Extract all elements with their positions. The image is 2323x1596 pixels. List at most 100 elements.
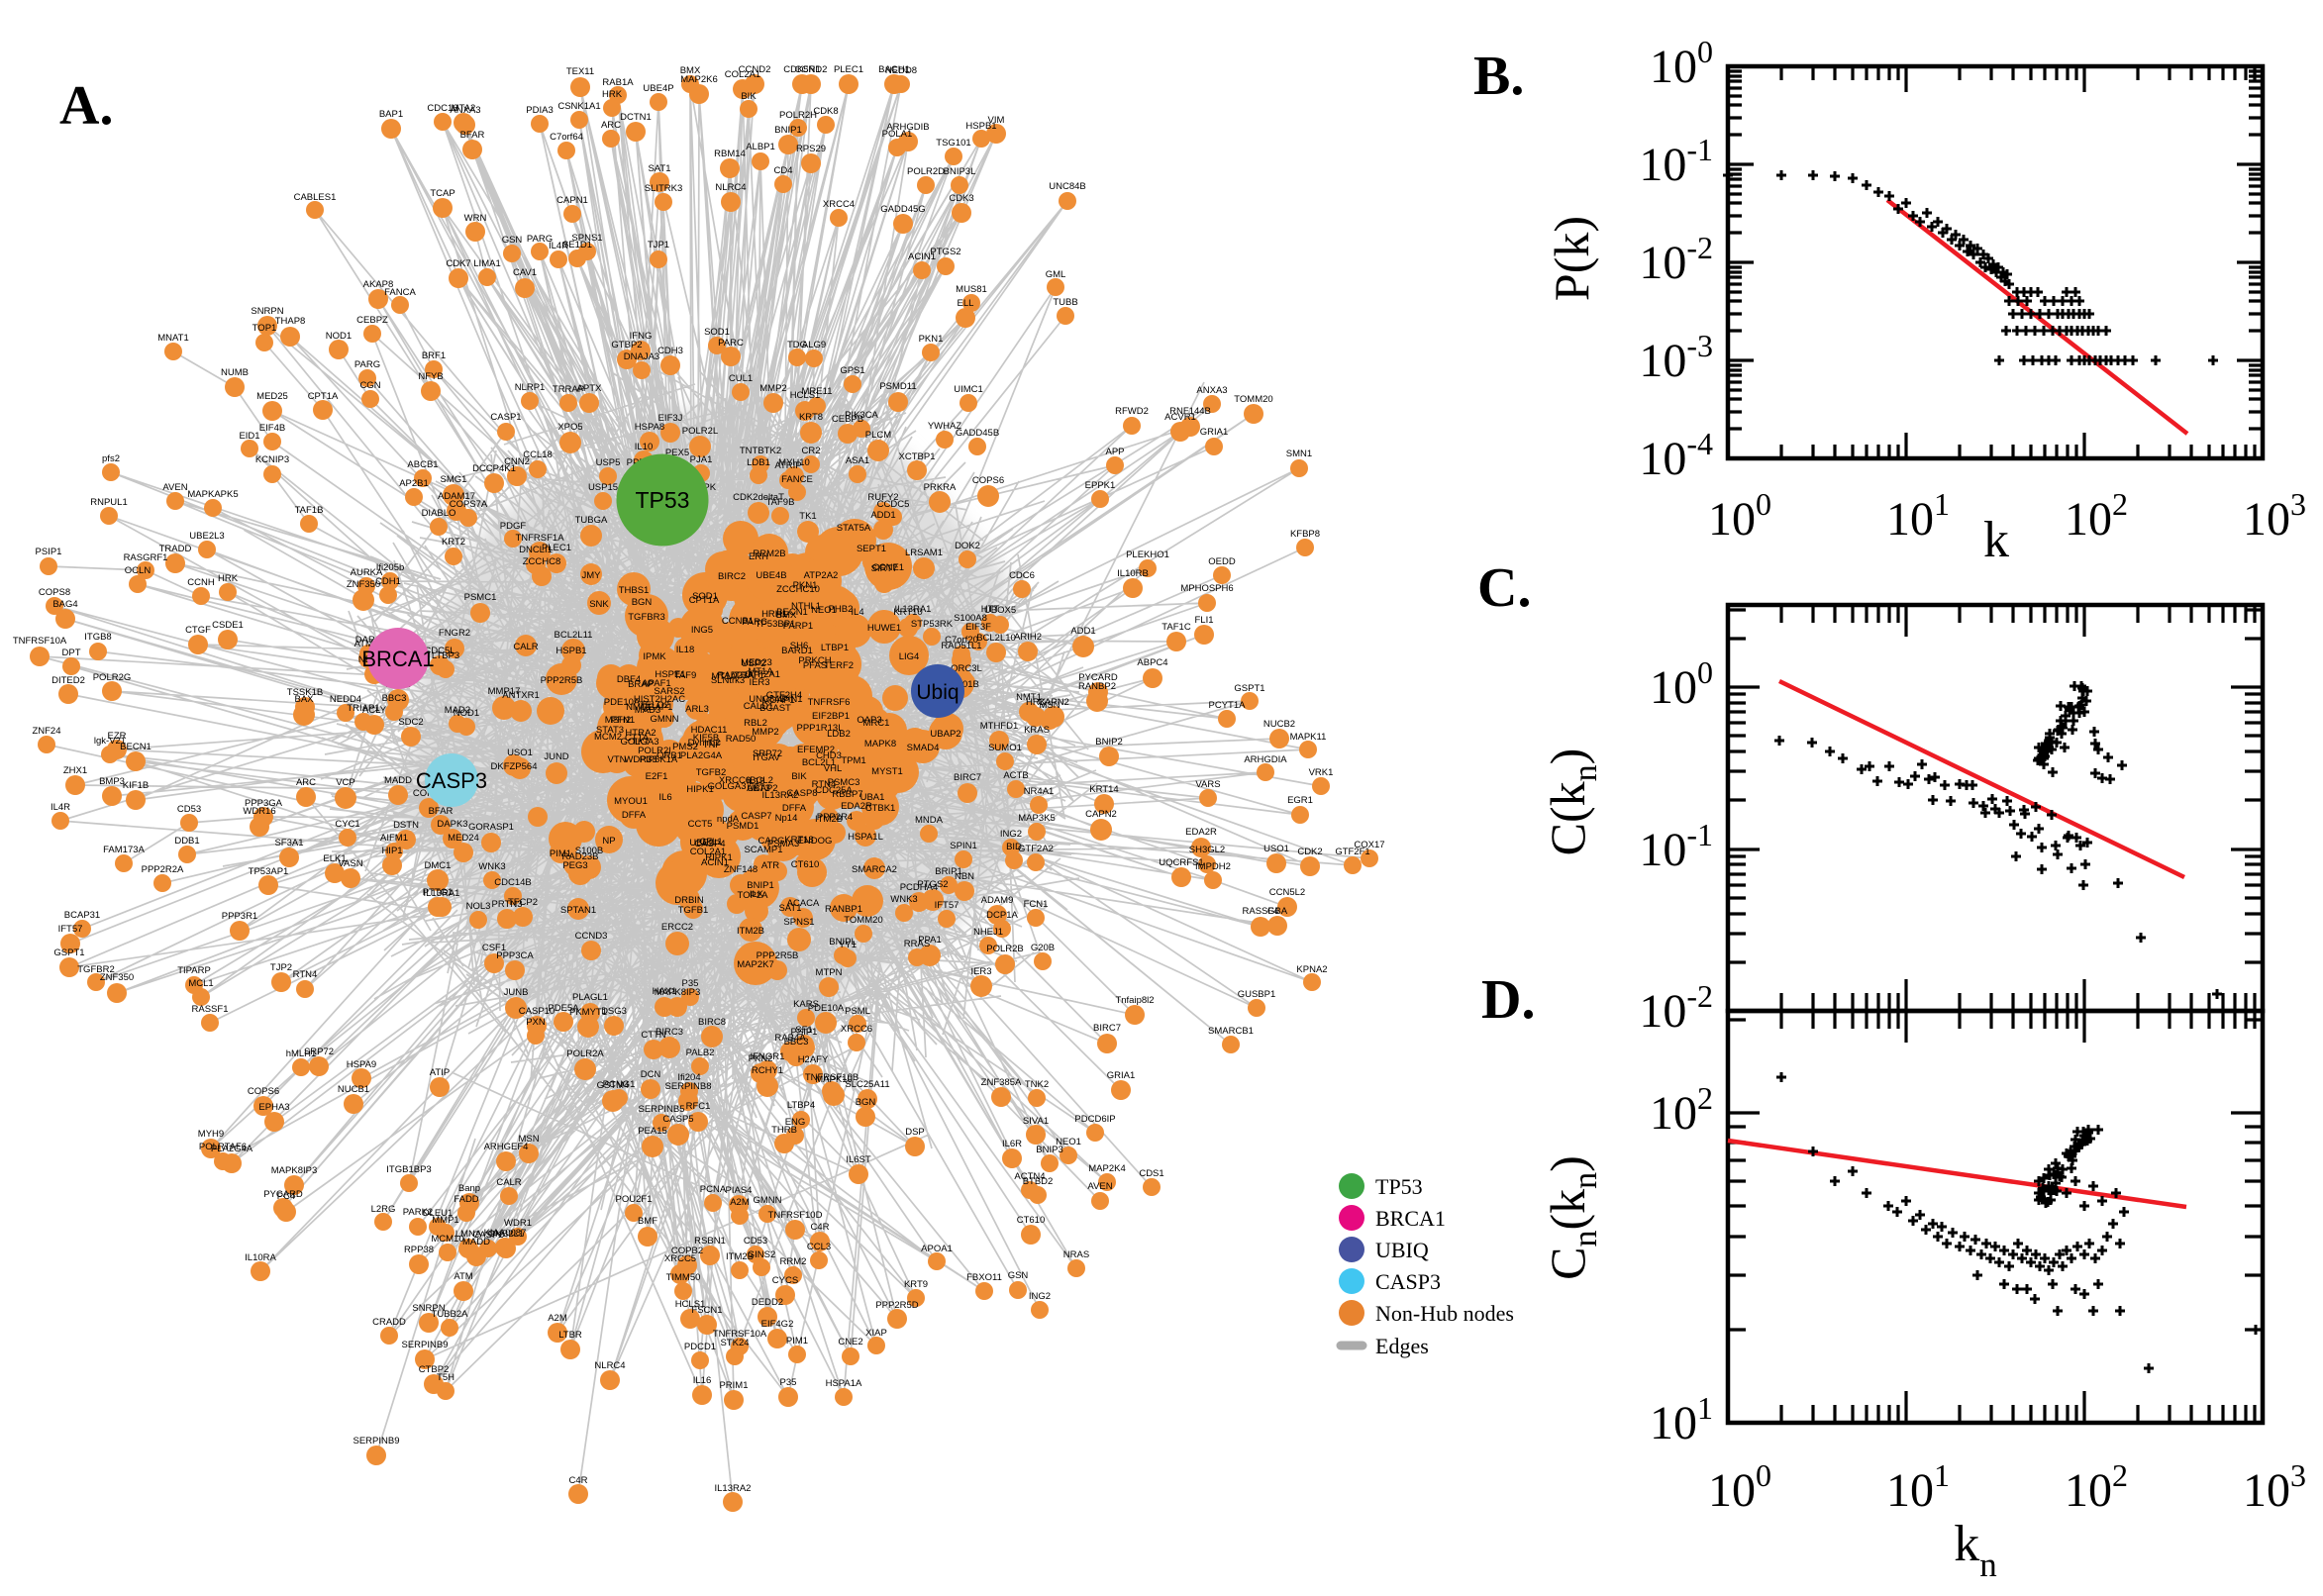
svg-text:IL18: IL18	[747, 776, 765, 787]
svg-text:ITM2B: ITM2B	[726, 1251, 754, 1262]
svg-text:CGN: CGN	[359, 380, 380, 391]
svg-text:WRN: WRN	[464, 213, 487, 224]
svg-text:NUMB: NUMB	[221, 367, 249, 378]
svg-text:MTPN: MTPN	[816, 967, 843, 978]
svg-text:PSMD11: PSMD11	[879, 381, 916, 392]
svg-text:PPP3CA: PPP3CA	[496, 950, 534, 961]
svg-text:LDB2: LDB2	[827, 729, 851, 740]
svg-text:CCND2: CCND2	[739, 64, 771, 75]
svg-text:THAP8: THAP8	[275, 316, 306, 327]
svg-text:NR4A1: NR4A1	[1024, 786, 1055, 797]
svg-text:BNIP3L: BNIP3L	[944, 166, 976, 177]
svg-text:TNFRSF10B: TNFRSF10B	[805, 1072, 858, 1083]
svg-text:SLITRK3: SLITRK3	[645, 183, 683, 194]
svg-text:EIF4B: EIF4B	[259, 423, 285, 434]
svg-text:NEO1: NEO1	[811, 605, 837, 616]
svg-text:IL13RA1: IL13RA1	[424, 888, 460, 899]
svg-text:APP: APP	[1105, 447, 1124, 457]
svg-text:CT610: CT610	[1017, 1215, 1046, 1226]
svg-text:BNIP1: BNIP1	[747, 880, 773, 891]
svg-text:CCNH: CCNH	[187, 577, 215, 588]
svg-text:WNK3: WNK3	[478, 861, 505, 872]
svg-text:BNIPL: BNIPL	[829, 937, 856, 948]
svg-text:ACTB: ACTB	[1003, 770, 1028, 781]
svg-text:NFYB: NFYB	[418, 371, 443, 382]
svg-text:PSIP1: PSIP1	[791, 1027, 818, 1038]
svg-text:SRP72: SRP72	[304, 1047, 334, 1057]
svg-text:DCTN1: DCTN1	[620, 112, 652, 123]
svg-text:A2M: A2M	[548, 1313, 567, 1324]
svg-text:FADD: FADD	[454, 1194, 478, 1205]
svg-text:RASSF1: RASSF1	[192, 1004, 229, 1015]
svg-text:COPS7A: COPS7A	[450, 499, 488, 510]
svg-text:CNE2: CNE2	[838, 1337, 862, 1347]
svg-text:CASP5: CASP5	[662, 1114, 693, 1125]
svg-text:ENG: ENG	[785, 1117, 806, 1128]
svg-text:EIF3F: EIF3F	[965, 622, 991, 633]
svg-text:DIABLO: DIABLO	[422, 508, 456, 519]
svg-text:STAT3: STAT3	[596, 725, 624, 736]
svg-text:CCND2: CCND2	[795, 64, 828, 75]
svg-text:ACTN4: ACTN4	[1014, 1171, 1045, 1182]
svg-text:HAX1: HAX1	[653, 986, 677, 997]
svg-text:RAD23B: RAD23B	[562, 851, 599, 862]
svg-text:EFEMP2: EFEMP2	[797, 745, 835, 755]
svg-text:DNCLI1: DNCLI1	[519, 545, 553, 555]
svg-text:RUFY2: RUFY2	[867, 492, 898, 503]
svg-text:FAM173A: FAM173A	[103, 845, 145, 855]
svg-text:KIF5B: KIF5B	[693, 733, 719, 744]
svg-text:STP53RK: STP53RK	[911, 619, 954, 630]
svg-text:IL6R: IL6R	[1002, 1139, 1022, 1149]
svg-text:ARHGEF4: ARHGEF4	[484, 1142, 529, 1152]
svg-text:TP53: TP53	[1375, 1174, 1423, 1199]
svg-text:COPS6: COPS6	[248, 1086, 279, 1097]
svg-text:APTX: APTX	[577, 383, 602, 394]
svg-text:SAT1: SAT1	[648, 163, 670, 174]
svg-text:PPP2R4: PPP2R4	[817, 812, 853, 823]
svg-text:SAT1: SAT1	[778, 903, 801, 914]
svg-text:BGN: BGN	[632, 597, 653, 608]
svg-text:D.: D.	[1481, 969, 1535, 1031]
svg-text:ADD1: ADD1	[870, 510, 895, 521]
svg-text:WDR1: WDR1	[504, 1218, 532, 1229]
svg-text:Ifi205b: Ifi205b	[376, 562, 405, 573]
svg-text:EDA2R: EDA2R	[841, 801, 872, 812]
svg-text:PPP2R5B: PPP2R5B	[541, 675, 583, 686]
svg-text:E2F1: E2F1	[646, 771, 668, 782]
svg-text:UNC84B: UNC84B	[749, 694, 786, 705]
svg-text:TSSK1B: TSSK1B	[287, 687, 323, 698]
svg-text:NLRC4: NLRC4	[715, 182, 746, 193]
svg-text:KIF1B: KIF1B	[123, 780, 149, 791]
svg-text:IL10RB: IL10RB	[1117, 568, 1149, 579]
svg-text:EGR1: EGR1	[1287, 795, 1313, 806]
svg-text:Edges: Edges	[1375, 1334, 1429, 1358]
svg-text:MYH10: MYH10	[778, 457, 810, 468]
svg-text:C.: C.	[1477, 557, 1531, 619]
svg-text:KRT14: KRT14	[1089, 784, 1118, 795]
svg-text:ELK1: ELK1	[323, 853, 346, 864]
svg-text:CASP3: CASP3	[416, 768, 487, 793]
svg-text:AKT3: AKT3	[747, 783, 770, 794]
svg-text:HSPE1: HSPE1	[655, 669, 685, 680]
svg-text:PPA1: PPA1	[918, 935, 942, 946]
svg-text:ADAM17: ADAM17	[438, 491, 475, 502]
svg-text:ACACA: ACACA	[787, 898, 820, 909]
svg-text:GOLGA3: GOLGA3	[620, 737, 658, 748]
svg-text:CALD1: CALD1	[744, 701, 774, 712]
svg-text:MAPK11: MAPK11	[1290, 732, 1327, 743]
svg-text:PSML: PSML	[845, 1006, 870, 1017]
svg-text:TELO2: TELO2	[640, 700, 669, 711]
svg-text:BAX: BAX	[294, 694, 314, 705]
svg-text:ILK: ILK	[750, 889, 764, 900]
svg-text:VARS: VARS	[1195, 779, 1220, 790]
svg-text:Non-Hub nodes: Non-Hub nodes	[1375, 1301, 1514, 1326]
svg-text:PC4: PC4	[277, 1191, 295, 1202]
svg-text:JMY: JMY	[582, 570, 602, 581]
svg-text:SERPINB5: SERPINB5	[639, 1104, 685, 1115]
svg-text:Ifi204: Ifi204	[677, 1072, 700, 1083]
svg-text:HIST2H2AC: HIST2H2AC	[634, 694, 685, 705]
svg-text:EID1: EID1	[239, 431, 259, 442]
svg-text:101: 101	[1886, 1457, 1950, 1517]
svg-text:HRK: HRK	[218, 573, 239, 584]
svg-text:IFT57: IFT57	[935, 900, 960, 911]
